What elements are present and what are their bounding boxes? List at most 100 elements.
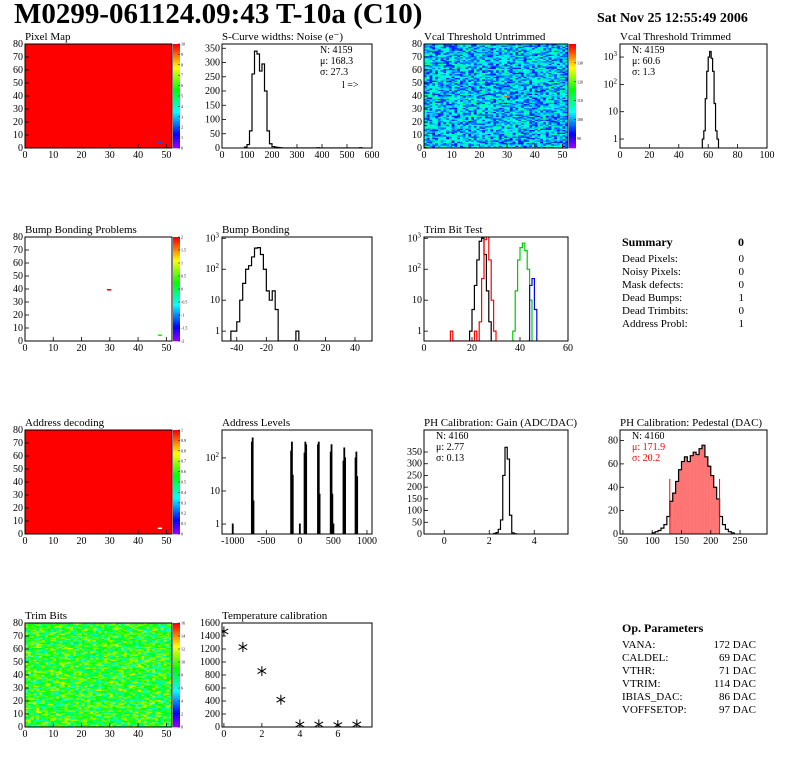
colorbar-step (173, 46, 180, 49)
panel-title: PH Calibration: Gain (ADC/DAC) (424, 417, 577, 429)
heatmap-cell (30, 650, 34, 652)
heatmap-cell (562, 115, 566, 118)
heatmap-cell (565, 55, 568, 58)
heatmap-cell (435, 84, 439, 86)
heatmap-cell (559, 98, 563, 101)
heatmap-cell (484, 60, 488, 63)
heatmap-cell (484, 76, 488, 79)
heatmap-cell (482, 102, 486, 105)
heatmap-cell (25, 691, 29, 694)
heatmap-cell (471, 59, 475, 62)
heatmap-cell (507, 111, 511, 114)
heatmap-cell (482, 50, 486, 53)
heatmap-cell (451, 129, 455, 132)
heatmap-cell (512, 105, 516, 107)
heatmap-cell (36, 719, 40, 721)
heatmap-cell (556, 80, 560, 82)
heatmap-cell (496, 62, 500, 64)
heatmap-cell (440, 115, 444, 118)
heatmap-cell (515, 94, 519, 97)
heatmap-cell (545, 59, 549, 62)
heatmap-cell (457, 72, 461, 75)
heatmap-cell (559, 109, 563, 111)
heatmap-cell (520, 101, 524, 103)
heatmap-cell (523, 142, 527, 145)
heatmap-cell (515, 85, 519, 88)
heatmap-cell (534, 63, 538, 66)
heatmap-cell (526, 76, 530, 79)
heatmap-cell (471, 142, 475, 145)
heatmap-cell (565, 127, 568, 129)
colorbar-step (173, 77, 180, 80)
heatmap-cell (543, 77, 547, 80)
heatmap-cell (473, 79, 477, 81)
heatmap-cell (451, 85, 455, 88)
heatmap-cell (504, 57, 508, 59)
heatmap-cell (565, 47, 568, 50)
heatmap-cell (426, 79, 430, 81)
heatmap-cell (498, 60, 502, 63)
heatmap-cell (498, 107, 502, 110)
heatmap-cell (515, 135, 519, 137)
heatmap-cell (465, 68, 469, 71)
heatmap-cell (33, 638, 37, 641)
heatmap-cell (33, 660, 37, 663)
heatmap-cell (534, 68, 538, 71)
heatmap-cell (520, 128, 524, 131)
heatmap-cell (498, 122, 502, 124)
heatmap-cell (473, 141, 477, 144)
heatmap-cell (457, 127, 461, 129)
heatmap-cell (562, 98, 566, 101)
heatmap-cell (426, 50, 430, 53)
heatmap-cell (426, 60, 430, 63)
heatmap-cell (556, 77, 560, 80)
heatmap-cell (457, 47, 461, 50)
heatmap-cell (471, 122, 475, 124)
heatmap-cell (457, 64, 461, 67)
heatmap-cell (559, 124, 563, 127)
heatmap-cell (460, 136, 464, 138)
heatmap-cell (540, 58, 544, 60)
heatmap-cell (501, 45, 505, 47)
colorbar-step (569, 79, 576, 82)
heatmap-cell (484, 131, 488, 133)
heatmap-cell (509, 144, 513, 146)
heatmap-cell (493, 73, 497, 76)
heatmap-cell (460, 101, 464, 103)
heatmap-cell (487, 51, 491, 54)
heatmap-cell (27, 634, 31, 637)
heatmap-cell (487, 125, 491, 128)
heatmap-cell (562, 132, 566, 134)
heatmap-cell (457, 123, 461, 125)
heatmap-cell (429, 86, 433, 89)
heatmap-cell (435, 47, 439, 50)
heatmap-cell (490, 98, 494, 101)
heatmap-cell (523, 105, 527, 107)
heatmap-cell (446, 141, 450, 144)
heatmap-cell (537, 80, 541, 82)
heatmap-cell (523, 137, 527, 140)
heatmap-cell (534, 124, 538, 127)
heatmap-cell (565, 114, 568, 116)
heatmap-cell (529, 114, 533, 116)
heatmap-cell (479, 45, 483, 47)
heatmap-cell (482, 79, 486, 81)
heatmap-cell (465, 144, 469, 146)
heatmap-cell (545, 44, 549, 46)
heatmap-cell (487, 144, 491, 146)
heatmap-cell (493, 63, 497, 66)
heatmap-cell (490, 107, 494, 110)
heatmap-cell (454, 46, 458, 49)
heatmap-cell (460, 106, 464, 108)
heatmap-cell (534, 59, 538, 62)
heatmap-cell (562, 54, 566, 56)
heatmap-cell (562, 62, 566, 64)
heatmap-cell (551, 146, 555, 148)
heatmap-cell (529, 59, 533, 62)
heatmap-cell (424, 103, 428, 106)
heatmap-cell (471, 92, 475, 94)
heatmap-cell (451, 115, 455, 118)
heatmap-cell (493, 64, 497, 67)
heatmap-cell (529, 109, 533, 111)
heatmap-cell (554, 62, 558, 64)
